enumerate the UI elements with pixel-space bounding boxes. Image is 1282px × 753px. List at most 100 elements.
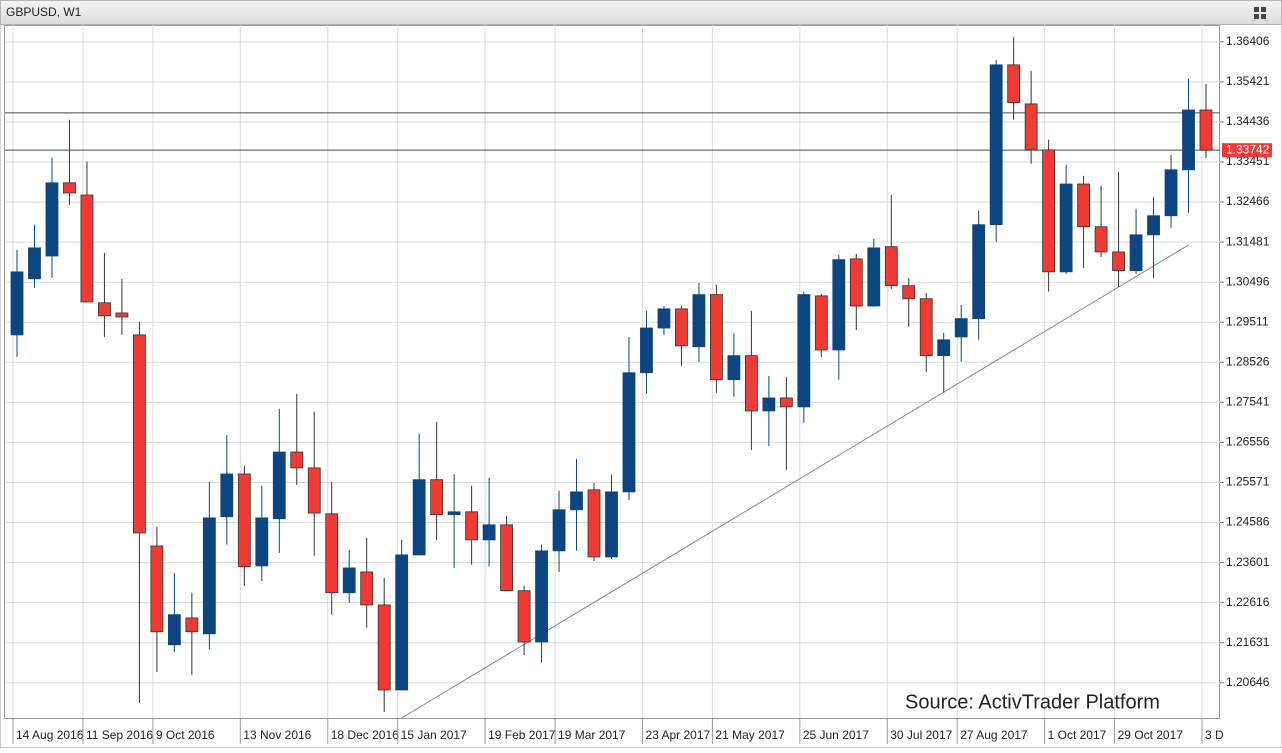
title-bar <box>0 0 1282 25</box>
y-tick-label: 1.33451 <box>1226 154 1270 168</box>
layout-icon[interactable] <box>1254 7 1266 19</box>
candles <box>5 36 1220 719</box>
y-tick-label: 1.23601 <box>1226 555 1270 569</box>
candle-body <box>80 194 94 303</box>
candle-body <box>535 550 548 643</box>
candle-body <box>1094 226 1108 253</box>
candle-body <box>779 397 793 408</box>
candle-body <box>1199 109 1213 151</box>
candle-body <box>150 545 164 633</box>
y-tick-label: 1.35421 <box>1226 74 1270 88</box>
y-tick-label: 1.30496 <box>1226 274 1270 288</box>
candle-body <box>517 590 531 643</box>
y-tick-label: 1.36406 <box>1226 34 1270 48</box>
price-label: 1.33742 <box>1226 142 1270 156</box>
candle-body <box>395 554 409 691</box>
candle-body <box>360 571 374 606</box>
candle-body <box>430 479 444 516</box>
candle-body <box>902 285 916 300</box>
candle-body <box>342 567 356 594</box>
candle-body <box>1042 149 1056 273</box>
candle-body <box>1059 183 1073 273</box>
y-tick-label: 1.20646 <box>1226 675 1270 689</box>
candle-body <box>937 339 951 357</box>
candle-body <box>552 509 566 552</box>
candle-body <box>989 64 1003 226</box>
candle-body <box>290 451 304 469</box>
x-tick-label: 25 Jun 2017 <box>803 728 869 742</box>
candle-body <box>377 604 391 691</box>
candle-body <box>202 517 216 635</box>
candle-body <box>482 524 496 541</box>
candle-body <box>167 614 181 646</box>
candle-body <box>605 491 618 558</box>
candle-body <box>954 318 968 338</box>
y-tick-label: 1.34436 <box>1226 114 1270 128</box>
candle-body <box>710 294 723 381</box>
candle-body <box>132 334 146 534</box>
x-tick-label: 3 D <box>1205 728 1224 742</box>
y-tick-label: 1.28526 <box>1226 354 1270 368</box>
candle-body <box>849 258 863 307</box>
x-tick-label: 27 Aug 2017 <box>960 728 1028 742</box>
candle-body <box>465 511 479 541</box>
candle-body <box>587 489 601 558</box>
candle-body <box>814 295 828 351</box>
candle-body <box>832 259 846 351</box>
candle-body <box>797 294 811 408</box>
candle-body <box>10 271 24 336</box>
trendline <box>401 244 1189 719</box>
x-tick-label: 19 Feb 2017 <box>488 728 556 742</box>
candle-body <box>657 308 671 329</box>
candle-body <box>675 308 688 347</box>
x-tick-label: 14 Aug 2016 <box>16 728 84 742</box>
x-tick-label: 15 Jan 2017 <box>401 728 467 742</box>
candle-body <box>570 491 583 511</box>
candle-body <box>255 517 269 567</box>
y-tick-label: 1.29511 <box>1226 314 1269 328</box>
candle-body <box>325 513 339 594</box>
y-tick-label: 1.26556 <box>1226 435 1270 449</box>
candle-body <box>1164 169 1178 217</box>
x-tick-label: 19 Mar 2017 <box>558 728 626 742</box>
candle-body <box>692 294 706 348</box>
candle-body <box>762 397 776 412</box>
x-tick-label: 18 Dec 2016 <box>331 728 399 742</box>
candle-body <box>63 182 76 194</box>
candle-body <box>622 372 636 493</box>
x-tick-label: 13 Nov 2016 <box>243 728 311 742</box>
y-tick-label: 1.31481 <box>1226 234 1270 248</box>
x-tick-label: 21 May 2017 <box>715 728 785 742</box>
candle-body <box>307 467 321 514</box>
candle-body <box>500 524 513 592</box>
y-tick-label: 1.21631 <box>1226 635 1270 649</box>
x-tick-label: 29 Oct 2017 <box>1118 728 1184 742</box>
grid <box>5 25 1220 718</box>
price-box <box>1222 143 1272 158</box>
candle-body <box>115 312 129 318</box>
candle-body <box>727 355 741 381</box>
candle-body <box>1112 251 1125 272</box>
candle-body <box>1129 234 1143 272</box>
candle-body <box>185 617 199 633</box>
x-tick-label: 1 Oct 2017 <box>1048 728 1107 742</box>
candle-body <box>237 473 251 568</box>
candle-body <box>45 182 59 257</box>
candle-body <box>640 327 653 374</box>
y-tick-label: 1.24586 <box>1226 515 1270 529</box>
candle-body <box>919 298 933 357</box>
candle-body <box>220 473 234 518</box>
candle-body <box>272 451 286 520</box>
x-tick-label: 11 Sep 2016 <box>86 728 153 742</box>
candle-body <box>972 224 986 320</box>
chart-title: GBPUSD, W1 <box>6 5 82 19</box>
candle-body <box>1024 103 1038 151</box>
candle-body <box>744 355 758 412</box>
candle-body <box>1147 215 1160 236</box>
x-tick-label: 9 Oct 2016 <box>156 728 215 742</box>
axes: 1.36406 1.35421 1.34436 1.33451 1.32466 1.314… <box>12 34 1272 744</box>
y-tick-label: 1.32466 <box>1226 194 1270 208</box>
candle-body <box>1077 183 1091 228</box>
candle-body <box>447 511 461 516</box>
